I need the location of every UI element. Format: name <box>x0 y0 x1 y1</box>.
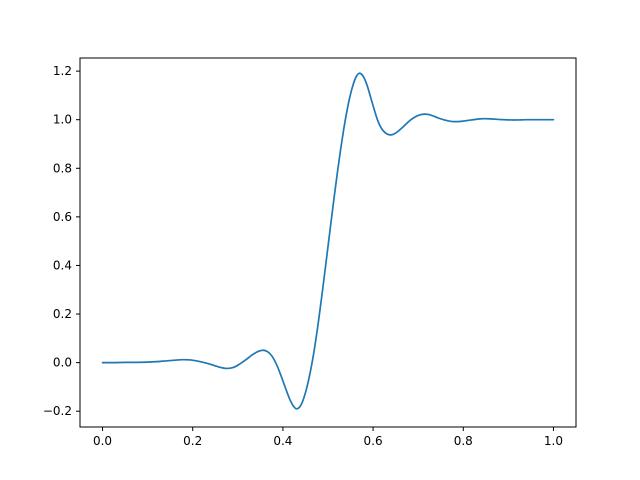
y-tick-label: 0.8 <box>53 161 72 175</box>
y-tick-label: 0.0 <box>53 356 72 370</box>
y-tick-label: 0.4 <box>53 258 72 272</box>
series-line <box>101 72 555 410</box>
y-tick-label: 1.0 <box>53 113 72 127</box>
x-tick-label: 1.0 <box>544 434 563 448</box>
x-tick-label: 0.0 <box>93 434 112 448</box>
y-tick-label: 0.6 <box>53 210 72 224</box>
y-tick-label: 0.2 <box>53 307 72 321</box>
y-tick-label: −0.2 <box>43 404 72 418</box>
x-tick-label: 0.2 <box>183 434 202 448</box>
axes-frame <box>79 57 577 428</box>
x-tick-label: 0.4 <box>273 434 292 448</box>
y-tick-label: 1.2 <box>53 64 72 78</box>
x-tick-label: 0.8 <box>454 434 473 448</box>
x-tick-label: 0.6 <box>364 434 383 448</box>
